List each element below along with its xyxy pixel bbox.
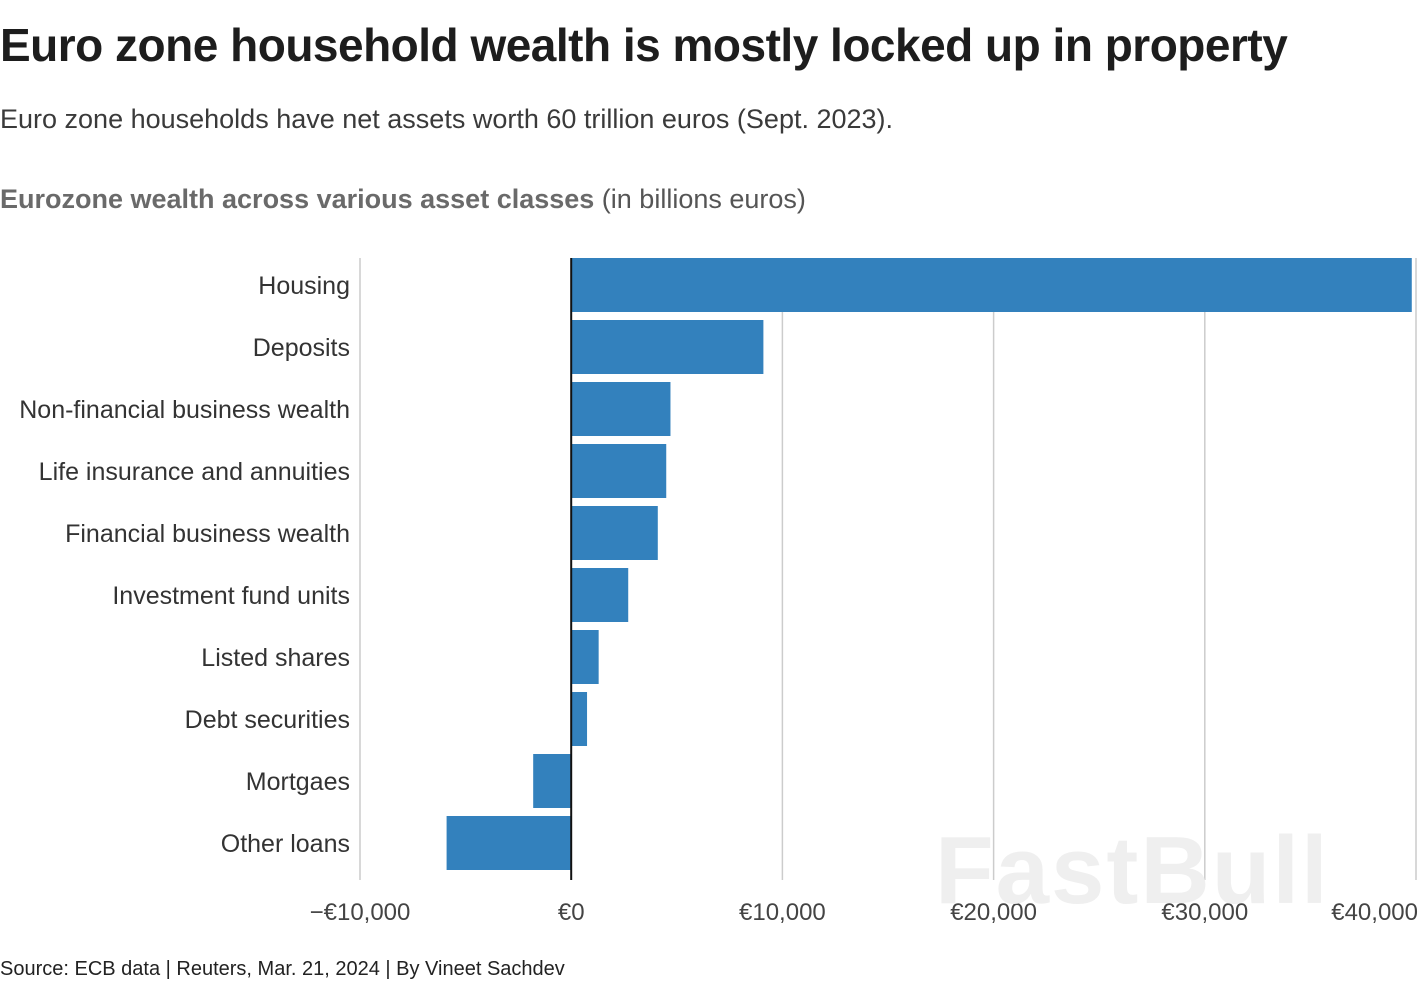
source-footer: Source: ECB data | Reuters, Mar. 21, 202… [0, 958, 565, 980]
bars [446, 258, 1412, 870]
x-tick-label: €30,000 [1161, 899, 1248, 926]
x-tick-label: €20,000 [950, 899, 1037, 926]
bar-investment-fund-units [571, 568, 629, 622]
chart-heading-unit: (in billions euros) [594, 184, 806, 214]
chart-heading-bold: Eurozone wealth across various asset cla… [0, 184, 595, 214]
x-tick-labels: −€10,000 €0 €10,000 €20,000 €30,000 €40,000 [310, 899, 1418, 926]
bar-chart: Housing Deposits Non-financial business we… [19, 258, 1418, 926]
category-label: Mortgaes [246, 768, 350, 796]
bar-non-financial-business-wealth [571, 382, 671, 436]
bar-debt-securities [571, 692, 588, 746]
bar-financial-business-wealth [571, 506, 658, 560]
category-label: Financial business wealth [65, 520, 350, 548]
category-label: Investment fund units [112, 582, 350, 610]
grid-lines [359, 258, 1417, 880]
bar-listed-shares [571, 630, 599, 684]
x-tick-label: €0 [558, 899, 585, 926]
bar-housing [571, 258, 1412, 312]
chart-heading: Eurozone wealth across various asset cla… [0, 184, 806, 215]
bar-mortgaes [533, 754, 572, 808]
x-tick-label: −€10,000 [310, 899, 411, 926]
bar-other-loans [446, 816, 572, 870]
category-label: Debt securities [185, 706, 350, 734]
x-tick-label: €40,000 [1331, 899, 1418, 926]
category-label: Listed shares [201, 644, 350, 672]
chart-subtitle: Euro zone households have net assets wor… [0, 104, 894, 134]
bar-life-insurance-and-annuities [571, 444, 667, 498]
category-label: Deposits [253, 334, 350, 362]
bar-deposits [571, 320, 764, 374]
category-labels: Housing Deposits Non-financial business we… [19, 272, 350, 858]
category-label: Life insurance and annuities [39, 458, 350, 486]
category-label: Non-financial business wealth [19, 396, 350, 424]
category-label: Other loans [221, 830, 350, 858]
category-label: Housing [258, 272, 350, 300]
chart-title: Euro zone household wealth is mostly loc… [0, 19, 1288, 71]
fastbull-watermark: FastBull [935, 817, 1330, 924]
x-tick-label: €10,000 [739, 899, 826, 926]
